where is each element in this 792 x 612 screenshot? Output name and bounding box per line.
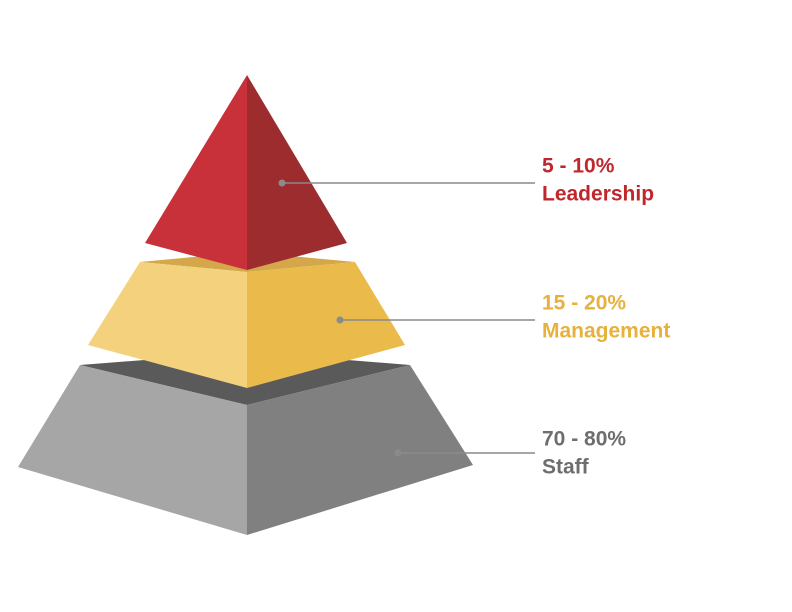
staff-left-face: [18, 365, 247, 535]
level-label: Management: [542, 320, 670, 343]
level-label: Staff: [542, 456, 590, 479]
management-left-face: [88, 262, 247, 388]
level-range: 15 - 20%: [542, 292, 626, 315]
leadership-right-face: [247, 75, 347, 270]
level-range: 70 - 80%: [542, 428, 626, 451]
level-range: 5 - 10%: [542, 155, 615, 178]
management-tier: [88, 252, 405, 388]
leadership-tier: [145, 75, 347, 270]
level-label: Leadership: [542, 183, 654, 206]
leadership-left-face: [145, 75, 247, 270]
staff-right-face: [247, 365, 473, 535]
management-right-face: [247, 262, 405, 388]
